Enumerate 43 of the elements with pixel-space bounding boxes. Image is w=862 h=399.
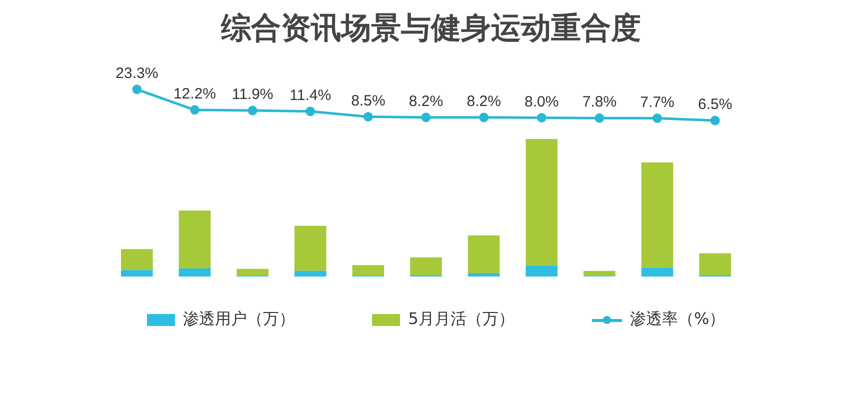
data-label: 8.2%: [466, 92, 501, 110]
bar: [121, 249, 153, 270]
point: [710, 116, 720, 126]
data-label: 23.3%: [116, 65, 158, 82]
bar: [526, 139, 558, 266]
bar: [699, 253, 731, 276]
point: [248, 106, 258, 116]
bar: [236, 268, 268, 276]
bar: [410, 257, 442, 276]
bar: [294, 226, 326, 271]
data-label: 6.5%: [698, 96, 732, 114]
data-label: 12.2%: [173, 86, 216, 103]
chart-title: 综合资讯场景与健身运动重合度: [220, 10, 642, 48]
point: [652, 114, 662, 124]
point: [421, 112, 431, 122]
data-label: 8.2%: [408, 92, 444, 110]
point: [306, 106, 316, 116]
data-label: 8.5%: [351, 92, 386, 110]
data-label: 8.0%: [524, 93, 559, 110]
bar: [121, 270, 153, 277]
point: [594, 113, 604, 123]
legend-label: 渗透率（%）: [630, 309, 726, 330]
bar: [641, 162, 674, 268]
legend-label: 5月月活（万）: [408, 309, 514, 330]
bar: [526, 266, 558, 277]
point: [536, 112, 546, 122]
data-label: 11.4%: [290, 87, 332, 104]
bar: [294, 270, 326, 277]
data-label: 7.7%: [640, 94, 674, 111]
bar: [641, 268, 674, 277]
data-label: 11.9%: [232, 86, 274, 104]
point: [132, 84, 142, 94]
point: [190, 105, 200, 115]
bar: [468, 235, 500, 274]
bar: [178, 268, 211, 277]
bar: [584, 270, 616, 276]
bar: [352, 265, 384, 276]
legend-label: 渗透用户（万）: [182, 309, 295, 330]
bar: [468, 273, 500, 277]
data-label: 7.8%: [582, 94, 617, 111]
bar: [178, 210, 211, 268]
point: [479, 112, 489, 122]
point: [363, 112, 373, 122]
